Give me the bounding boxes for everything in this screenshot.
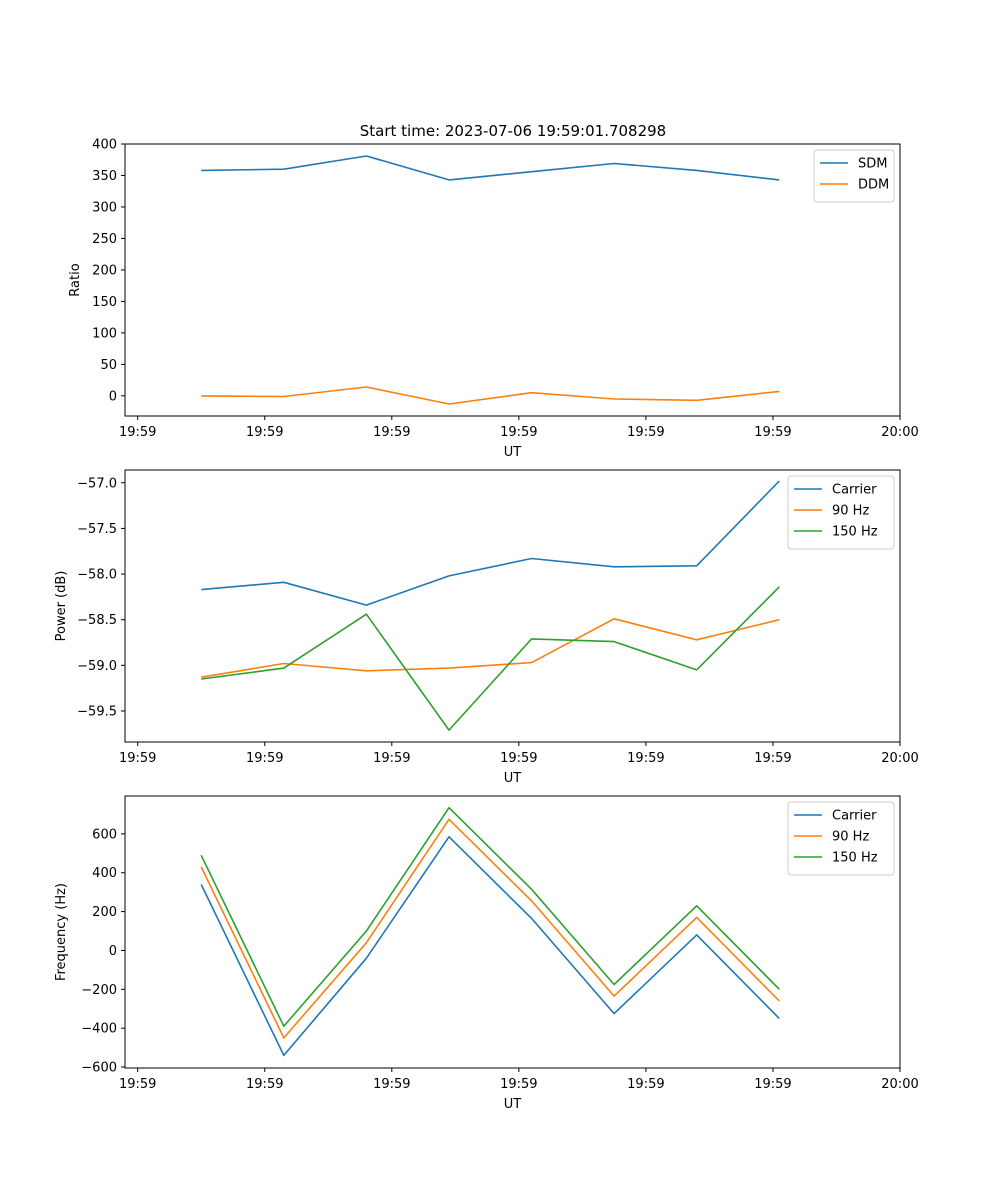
series-line-150-hz [200,806,780,1027]
y-tick-label: 200 [92,905,117,920]
x-tick-label: 19:59 [754,1077,791,1092]
panel-ratio: 19:59 19:59 19:59 19:59 19:59 19:59 20:00 0 50 10… [68,138,919,461]
x-tick-label: 19:59 [627,751,664,766]
y-tick-label: 400 [92,866,117,881]
y-tick-label: 200 [92,263,117,278]
series-line-carrier [201,480,780,606]
x-tick-label: 19:59 [119,1077,156,1092]
x-tick-label: 19:59 [119,425,156,440]
y-tick-label: −58.0 [77,568,117,583]
y-tick-label: 0 [109,944,117,959]
y-axis-label: Ratio [68,263,83,296]
x-tick-label: 19:59 [119,751,156,766]
legend-label: Carrier [832,809,877,824]
plot-frame [124,143,901,417]
x-tick-label: 19:59 [246,751,283,766]
y-tick-label: −400 [81,1022,117,1037]
y-tick-label: 150 [92,295,117,310]
y-tick-label: −59.5 [77,704,117,719]
x-tick-label: 19:59 [373,1077,410,1092]
legend: Carrier 90 Hz 150 Hz [787,801,895,876]
x-tick-label: 20:00 [881,425,918,440]
series-line-90-hz [201,617,780,678]
x-axis-label: UT [504,445,522,460]
y-tick-label: −600 [81,1061,117,1076]
legend-label: 90 Hz [832,504,869,519]
x-tick-label: 19:59 [627,425,664,440]
legend-label: DDM [858,178,889,193]
y-tick-label: −59.0 [77,659,117,674]
x-tick-label: 19:59 [373,751,410,766]
y-tick-label: 600 [92,827,117,842]
legend-label: 90 Hz [832,830,869,845]
x-tick-label: 20:00 [881,1077,918,1092]
y-tick-label: −57.0 [77,476,117,491]
x-tick-label: 19:59 [500,751,537,766]
series-line-carrier [200,835,780,1057]
figure-title: Start time: 2023-07-06 19:59:01.708298 [360,122,666,140]
x-axis-label: UT [504,771,522,786]
y-tick-label: 0 [109,389,117,404]
x-tick-label: 19:59 [500,425,537,440]
y-tick-label: −57.5 [77,522,117,537]
y-tick-label: 100 [92,326,117,341]
panel-power: 19:59 19:59 19:59 19:59 19:59 19:59 20:00 −59.5… [54,469,919,786]
legend: Carrier 90 Hz 150 Hz [787,475,895,550]
y-axis-label: Frequency (Hz) [54,883,69,981]
panel-frequency: 19:59 19:59 19:59 19:59 19:59 19:59 20:00 −600 −… [54,795,919,1112]
x-tick-label: 19:59 [627,1077,664,1092]
legend-label: Carrier [832,483,877,498]
x-tick-label: 20:00 [881,751,918,766]
x-tick-label: 19:59 [754,425,791,440]
x-tick-label: 19:59 [246,425,283,440]
legend-label: 150 Hz [832,525,878,540]
plot-frame [124,469,901,743]
series-line-sdm [201,155,780,181]
legend-label: SDM [858,157,887,172]
y-tick-label: 50 [100,358,117,373]
x-tick-label: 19:59 [373,425,410,440]
series-line-ddm [201,386,780,405]
y-tick-label: −200 [81,983,117,998]
x-axis-label: UT [504,1097,522,1112]
y-tick-label: −58.5 [77,613,117,628]
y-tick-label: 350 [92,169,117,184]
plot-frame [124,795,901,1069]
x-tick-label: 19:59 [500,1077,537,1092]
series-line-90-hz [200,818,780,1039]
legend: SDM DDM [813,149,895,203]
x-tick-label: 19:59 [246,1077,283,1092]
y-axis-label: Power (dB) [54,571,69,642]
x-tick-label: 19:59 [754,751,791,766]
legend-label: 150 Hz [832,851,878,866]
y-tick-label: 400 [92,138,117,153]
series-line-150-hz [201,586,780,731]
y-tick-label: 250 [92,232,117,247]
y-tick-label: 300 [92,200,117,215]
